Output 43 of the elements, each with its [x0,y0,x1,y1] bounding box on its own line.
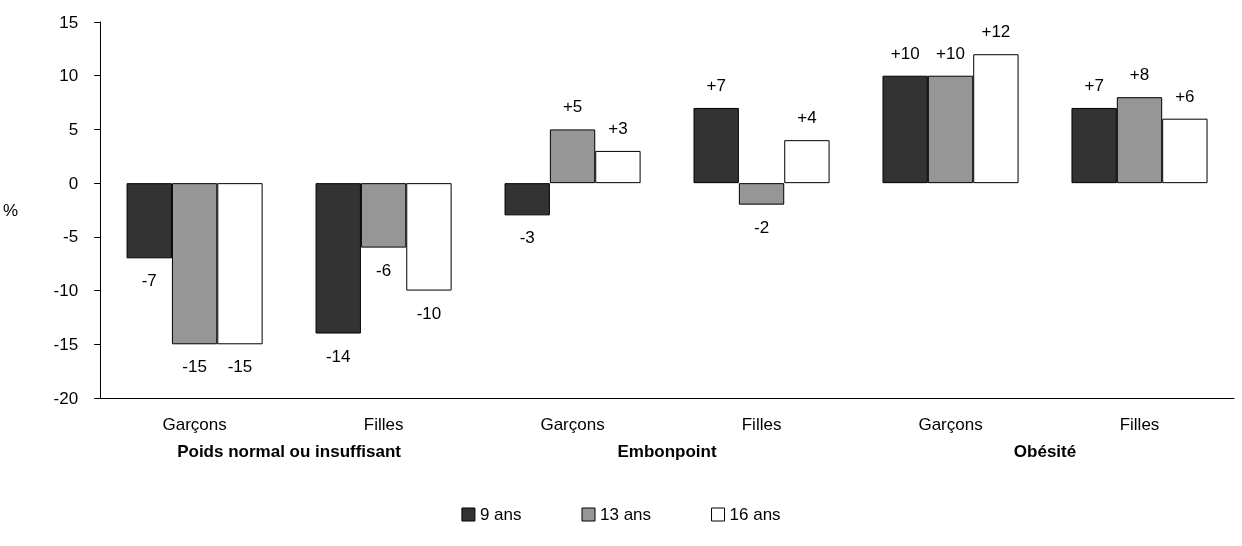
text: Obésité [1013,441,1077,461]
data-label: -6 [376,260,392,280]
legend-label: 9 ans [479,505,522,524]
y-tick-label: -5 [62,227,79,247]
data-label: +6 [1175,86,1195,106]
data-label: +7 [1084,75,1104,95]
data-label: -15 [227,357,253,377]
legend-label: 16 ans [729,505,781,524]
x-tick-label: Filles [363,415,404,434]
data-label: +4 [797,108,817,128]
data-label: +3 [608,118,628,138]
data-label: +10 [936,43,965,63]
y-tick-label: -10 [53,281,79,301]
y-tick-label: 10 [59,66,79,86]
bar [738,183,785,205]
x-tick-label: Garçons [540,415,605,434]
x-tick-label: Garçons [162,415,227,434]
data-label: -15 [182,357,207,377]
data-label: -14 [325,346,351,366]
bar [693,107,739,184]
x-tick-label: Filles [741,415,782,434]
data-label: +8 [1129,65,1150,85]
data-label: -3 [519,228,535,248]
data-label: -10 [416,303,442,323]
x-tick-label: Garçons [918,415,983,434]
bar [504,183,550,216]
data-label: -2 [753,217,770,237]
text: Embonpoint [617,441,717,461]
y-tick-label: 0 [68,173,79,193]
data-label: +7 [706,75,726,95]
data-label: +12 [981,22,1011,42]
data-label: +10 [890,43,920,63]
text: Poids normal ou insuffisant [177,441,402,461]
y-tick-label: 15 [59,12,79,32]
legend-label: 13 ans [600,505,652,524]
x-tick-label: Filles [1119,415,1160,434]
data-label: +5 [562,97,583,117]
y-axis-title: % [2,200,19,220]
y-tick-label: -15 [53,334,79,354]
bar [784,140,830,184]
data-label: -7 [141,271,157,291]
y-tick-label: -20 [53,388,79,408]
y-tick-label: 5 [68,119,79,139]
